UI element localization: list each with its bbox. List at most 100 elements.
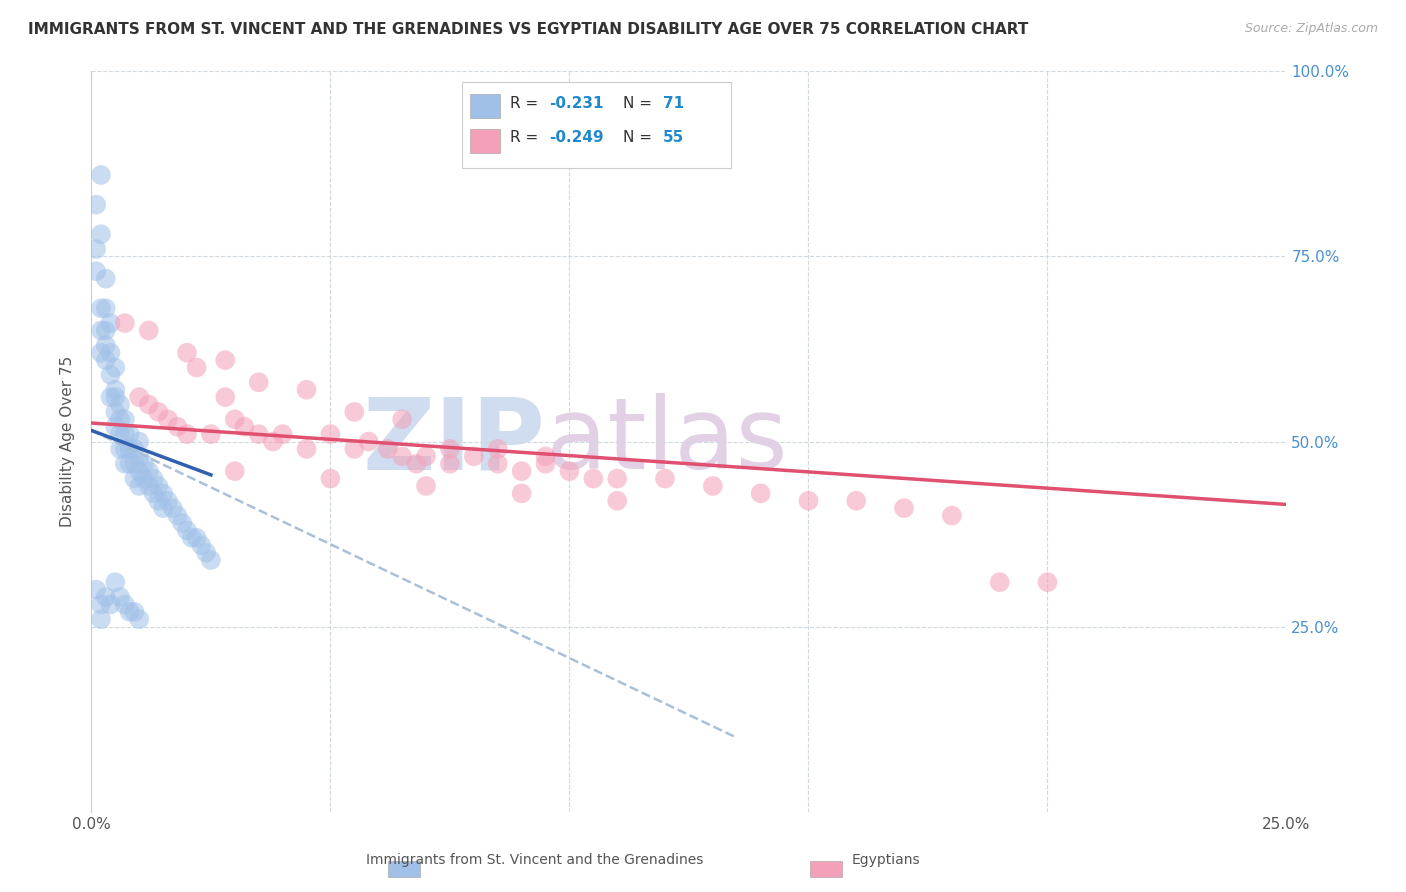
Point bbox=[845, 493, 868, 508]
Point bbox=[94, 590, 117, 604]
Text: IMMIGRANTS FROM ST. VINCENT AND THE GRENADINES VS EGYPTIAN DISABILITY AGE OVER 7: IMMIGRANTS FROM ST. VINCENT AND THE GREN… bbox=[28, 22, 1029, 37]
Point bbox=[405, 457, 427, 471]
Point bbox=[534, 450, 557, 464]
Point bbox=[148, 405, 170, 419]
Point bbox=[118, 427, 141, 442]
Point bbox=[108, 590, 131, 604]
Point bbox=[156, 412, 179, 426]
Point bbox=[90, 612, 112, 626]
Text: ZIP: ZIP bbox=[363, 393, 546, 490]
Point bbox=[439, 442, 461, 456]
Point bbox=[148, 479, 170, 493]
Point bbox=[893, 501, 915, 516]
Point bbox=[128, 612, 150, 626]
Point bbox=[377, 442, 399, 456]
Bar bbox=[388, 861, 420, 877]
Point bbox=[343, 405, 366, 419]
Point bbox=[100, 390, 122, 404]
Point bbox=[176, 524, 198, 538]
Point bbox=[90, 168, 112, 182]
Point bbox=[200, 427, 222, 442]
Point bbox=[104, 405, 127, 419]
Point bbox=[94, 338, 117, 352]
Point bbox=[132, 457, 155, 471]
Point bbox=[84, 242, 107, 256]
Point bbox=[128, 450, 150, 464]
Point bbox=[510, 464, 533, 478]
Point bbox=[104, 575, 127, 590]
Point bbox=[166, 508, 188, 523]
Point bbox=[124, 457, 146, 471]
Point bbox=[108, 442, 131, 456]
Point bbox=[100, 316, 122, 330]
Text: 71: 71 bbox=[662, 95, 683, 111]
Point bbox=[114, 427, 136, 442]
Point bbox=[271, 427, 294, 442]
Point bbox=[319, 471, 342, 485]
Point bbox=[654, 471, 676, 485]
Point bbox=[295, 383, 318, 397]
Point bbox=[114, 457, 136, 471]
Text: Egyptians: Egyptians bbox=[852, 853, 920, 867]
Point bbox=[138, 397, 160, 411]
Point bbox=[84, 264, 107, 278]
Point bbox=[262, 434, 284, 449]
Point bbox=[797, 493, 820, 508]
Point bbox=[172, 516, 194, 530]
Point bbox=[391, 412, 413, 426]
Point bbox=[114, 316, 136, 330]
Point bbox=[166, 419, 188, 434]
Point bbox=[128, 390, 150, 404]
Point bbox=[224, 412, 246, 426]
Point bbox=[247, 376, 270, 390]
Point bbox=[152, 486, 174, 500]
Point bbox=[100, 598, 122, 612]
Point bbox=[100, 345, 122, 359]
Point bbox=[214, 390, 236, 404]
Point bbox=[176, 345, 198, 359]
Point bbox=[1036, 575, 1059, 590]
Text: N =: N = bbox=[623, 130, 657, 145]
Text: N =: N = bbox=[623, 95, 657, 111]
Point bbox=[606, 471, 628, 485]
Point bbox=[104, 383, 127, 397]
Point bbox=[439, 457, 461, 471]
Point bbox=[108, 412, 131, 426]
Text: R =: R = bbox=[509, 130, 543, 145]
Point bbox=[391, 450, 413, 464]
Point bbox=[124, 442, 146, 456]
Point bbox=[224, 464, 246, 478]
FancyBboxPatch shape bbox=[461, 82, 731, 168]
FancyBboxPatch shape bbox=[470, 95, 501, 118]
Point bbox=[319, 427, 342, 442]
Point bbox=[90, 345, 112, 359]
Point bbox=[138, 464, 160, 478]
Point bbox=[162, 501, 184, 516]
Point bbox=[114, 598, 136, 612]
Point bbox=[90, 227, 112, 242]
Point bbox=[941, 508, 963, 523]
Point bbox=[176, 427, 198, 442]
Point bbox=[156, 493, 179, 508]
Point bbox=[94, 353, 117, 368]
Text: R =: R = bbox=[509, 95, 543, 111]
Point bbox=[94, 301, 117, 316]
Point bbox=[510, 486, 533, 500]
Point bbox=[214, 353, 236, 368]
Text: Immigrants from St. Vincent and the Grenadines: Immigrants from St. Vincent and the Gren… bbox=[366, 853, 703, 867]
Point bbox=[295, 442, 318, 456]
Text: -0.231: -0.231 bbox=[550, 95, 603, 111]
Point bbox=[200, 553, 222, 567]
Point bbox=[534, 457, 557, 471]
Point bbox=[988, 575, 1011, 590]
Point bbox=[104, 419, 127, 434]
Point bbox=[114, 412, 136, 426]
Point bbox=[142, 471, 165, 485]
Point bbox=[104, 390, 127, 404]
Point bbox=[108, 397, 131, 411]
Point bbox=[94, 271, 117, 285]
Point bbox=[128, 479, 150, 493]
Point bbox=[343, 442, 366, 456]
Point bbox=[108, 427, 131, 442]
Text: atlas: atlas bbox=[546, 393, 787, 490]
